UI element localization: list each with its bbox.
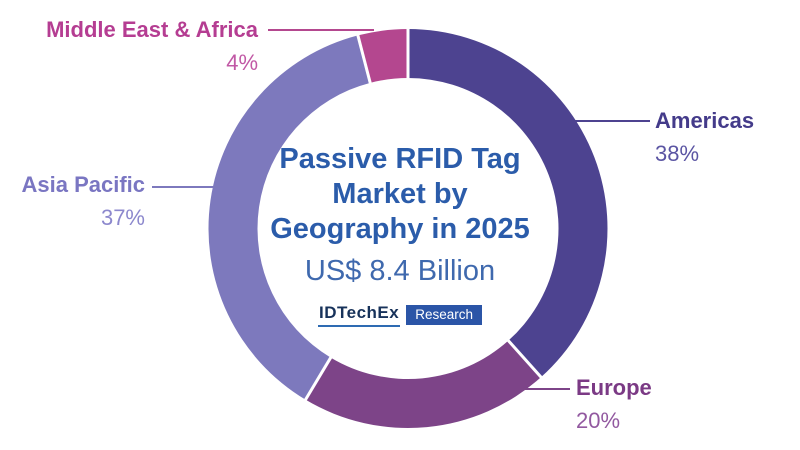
segment-percentage: 38% <box>655 141 700 166</box>
label-asia-pacific: Asia Pacific 37% <box>0 172 145 231</box>
leader-line-americas <box>570 120 650 122</box>
donut-segment-europe <box>305 340 542 428</box>
leader-line-middle-east-africa <box>268 29 374 31</box>
segment-percentage: 4% <box>226 50 258 75</box>
idtechex-logo: IDTechEx Research <box>0 303 800 327</box>
donut-chart <box>208 27 608 428</box>
segment-gap <box>303 354 334 403</box>
segment-name: Americas <box>655 108 755 133</box>
donut-segment-asia-pacific <box>208 35 371 400</box>
label-americas: Americas 38% <box>655 108 795 167</box>
donut-segment-middle-east-africa <box>357 29 408 83</box>
segment-percentage: 37% <box>100 205 145 230</box>
donut-segment-americas <box>408 29 608 378</box>
leader-line-asia-pacific <box>152 186 214 188</box>
segment-gap <box>505 337 544 380</box>
market-value: US$ 8.4 Billion <box>304 255 496 287</box>
label-europe: Europe 20% <box>576 375 716 434</box>
segment-gap <box>355 33 373 87</box>
leader-line-europe <box>502 388 570 390</box>
label-middle-east-africa: Middle East & Africa 4% <box>0 17 258 76</box>
logo-brand-text: IDTechEx <box>318 303 401 327</box>
segment-percentage: 20% <box>576 408 621 433</box>
chart-title: Passive RFID Tag Market by Geography in … <box>240 142 560 288</box>
title-line-2: Market by <box>332 178 468 210</box>
segment-name: Europe <box>576 375 652 400</box>
title-line-3: Geography in 2025 <box>270 213 530 245</box>
logo-research-badge: Research <box>406 305 482 325</box>
title-line-1: Passive RFID Tag <box>279 143 521 175</box>
segment-name: Middle East & Africa <box>46 17 258 42</box>
segment-name: Asia Pacific <box>21 172 145 197</box>
